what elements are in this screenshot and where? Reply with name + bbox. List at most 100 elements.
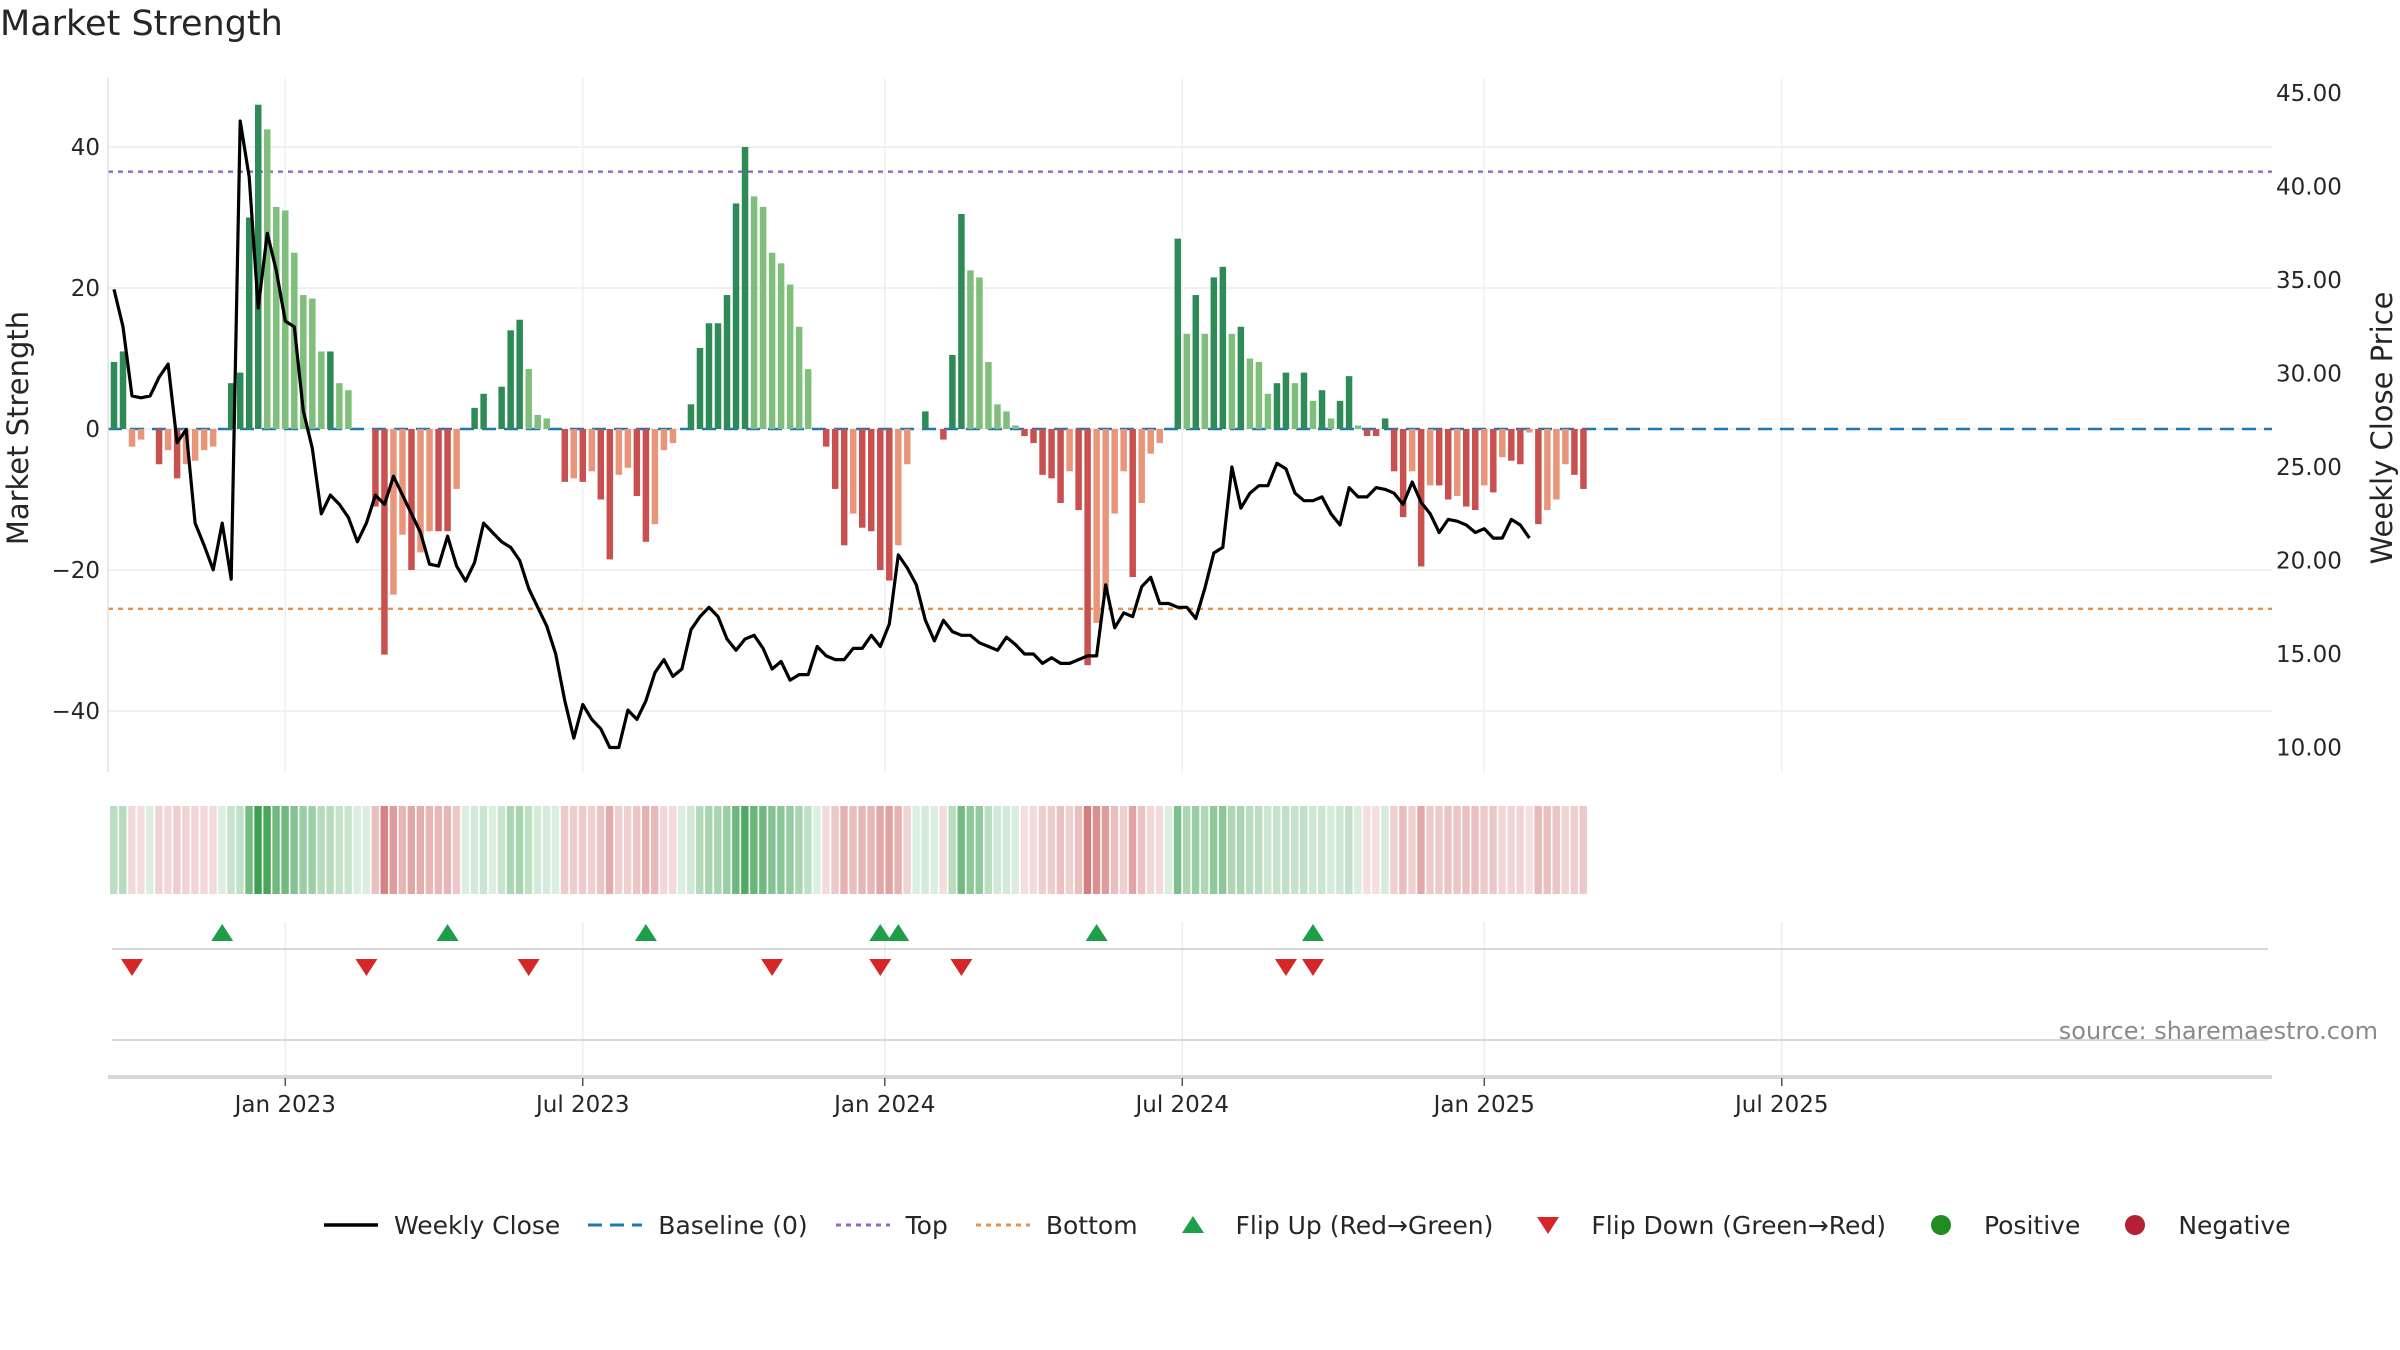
heat-cell: [1336, 806, 1344, 894]
heat-cell: [425, 806, 434, 894]
strength-bar: [732, 203, 740, 429]
legend-label: Flip Down (Green→Red): [1591, 1210, 1886, 1240]
strength-bar: [759, 206, 767, 429]
heat-cell: [1218, 806, 1227, 894]
heat-cell: [191, 806, 199, 894]
strength-bar: [1490, 429, 1497, 493]
strength-bar: [300, 295, 307, 429]
heat-cell: [1209, 806, 1218, 894]
heat-cell: [768, 806, 776, 894]
heat-cell: [1137, 806, 1146, 894]
strength-bar: [254, 104, 262, 429]
heat-cell: [1435, 806, 1443, 894]
heat-cell: [1011, 806, 1020, 894]
heat-cell: [948, 806, 956, 894]
heat-cell: [1282, 806, 1290, 894]
heat-cell: [939, 806, 947, 894]
heat-cell: [272, 806, 280, 894]
strength-bar: [1571, 429, 1578, 475]
strength-bar: [633, 429, 641, 496]
heat-cell: [524, 806, 533, 894]
heat-cell: [1155, 806, 1164, 894]
legend-symbol-positive: [1930, 1215, 1951, 1235]
strength-bar: [877, 429, 884, 570]
heat-cell: [1561, 806, 1569, 894]
heat-cell: [867, 806, 875, 894]
strength-bar: [507, 330, 514, 429]
strength-bar: [1183, 333, 1191, 429]
strength-bar: [182, 429, 190, 465]
heat-cell: [849, 806, 857, 894]
strength-bar: [570, 429, 578, 479]
strength-bar: [1463, 429, 1470, 507]
strength-bar: [696, 347, 704, 429]
strength-bar: [750, 196, 758, 429]
heat-cell: [443, 806, 452, 894]
strength-bar: [868, 429, 875, 532]
heat-cell: [1083, 806, 1092, 894]
y-right-tick-label: 40.00: [2276, 175, 2342, 201]
heat-cell: [569, 806, 578, 894]
strength-bar: [1508, 429, 1515, 461]
strength-bar: [1048, 429, 1055, 479]
heat-cell: [1128, 806, 1137, 894]
heat-cell: [146, 806, 154, 894]
strength-bar: [624, 429, 632, 468]
heat-cell: [1227, 806, 1236, 894]
heat-cell: [1489, 806, 1497, 894]
heat-cell: [227, 806, 235, 894]
heat-cell: [200, 806, 208, 894]
heat-cell: [759, 806, 767, 894]
legend-label: Positive: [1983, 1210, 2081, 1240]
heat-cell: [912, 806, 920, 894]
heat-cell: [957, 806, 965, 894]
strength-bar: [642, 429, 650, 542]
heat-cell: [371, 806, 379, 894]
flip-up-marker: [1085, 924, 1108, 941]
y-left-tick-label: 0: [85, 417, 100, 443]
heat-cell: [1345, 806, 1353, 894]
strength-bar: [1535, 429, 1542, 525]
strength-bars: [110, 104, 1587, 666]
heat-cell: [506, 806, 515, 894]
legend-label: Negative: [2178, 1210, 2291, 1240]
heat-cell: [641, 806, 650, 894]
legend-label: Flip Up (Red→Green): [1235, 1210, 1494, 1240]
strength-bar: [723, 295, 731, 429]
strength-bar: [273, 206, 280, 429]
strength-bar: [309, 298, 316, 429]
heat-cell: [813, 806, 821, 894]
strength-bar: [1111, 429, 1118, 514]
y-right-tick-label: 20.00: [2276, 549, 2342, 575]
heat-cell: [1516, 806, 1524, 894]
strength-bar: [137, 429, 145, 440]
strength-bar: [1039, 429, 1046, 475]
heat-cell: [660, 806, 668, 894]
strength-bar: [1084, 429, 1091, 666]
heat-cell: [1399, 806, 1407, 894]
strength-bar: [173, 429, 181, 479]
strength-bar: [597, 429, 605, 500]
strength-bar: [1192, 295, 1200, 429]
strength-bar: [985, 362, 992, 429]
chart-title: Market Strength: [0, 4, 283, 44]
strength-bar: [606, 429, 614, 560]
strength-bar: [1246, 358, 1254, 429]
heat-cell: [1191, 806, 1200, 894]
strength-bar: [705, 323, 713, 429]
strength-bar: [1526, 429, 1533, 433]
legend-symbol-flipdown: [1537, 1217, 1560, 1234]
strength-bar: [1390, 429, 1398, 472]
strength-bar: [327, 351, 334, 429]
strength-bar: [1381, 418, 1389, 429]
legend-item-flipup: Flip Up (Red→Green): [1162, 1210, 1494, 1240]
flip-down-marker: [761, 959, 784, 976]
heat-cell: [596, 806, 605, 894]
strength-bar: [1300, 372, 1308, 429]
strength-bar: [795, 326, 803, 429]
strength-bar: [1237, 326, 1245, 429]
source-label: source: sharemaestro.com: [2059, 1017, 2378, 1045]
strength-bar: [471, 407, 478, 429]
heat-cell: [1300, 806, 1308, 894]
heat-cell: [452, 806, 461, 894]
